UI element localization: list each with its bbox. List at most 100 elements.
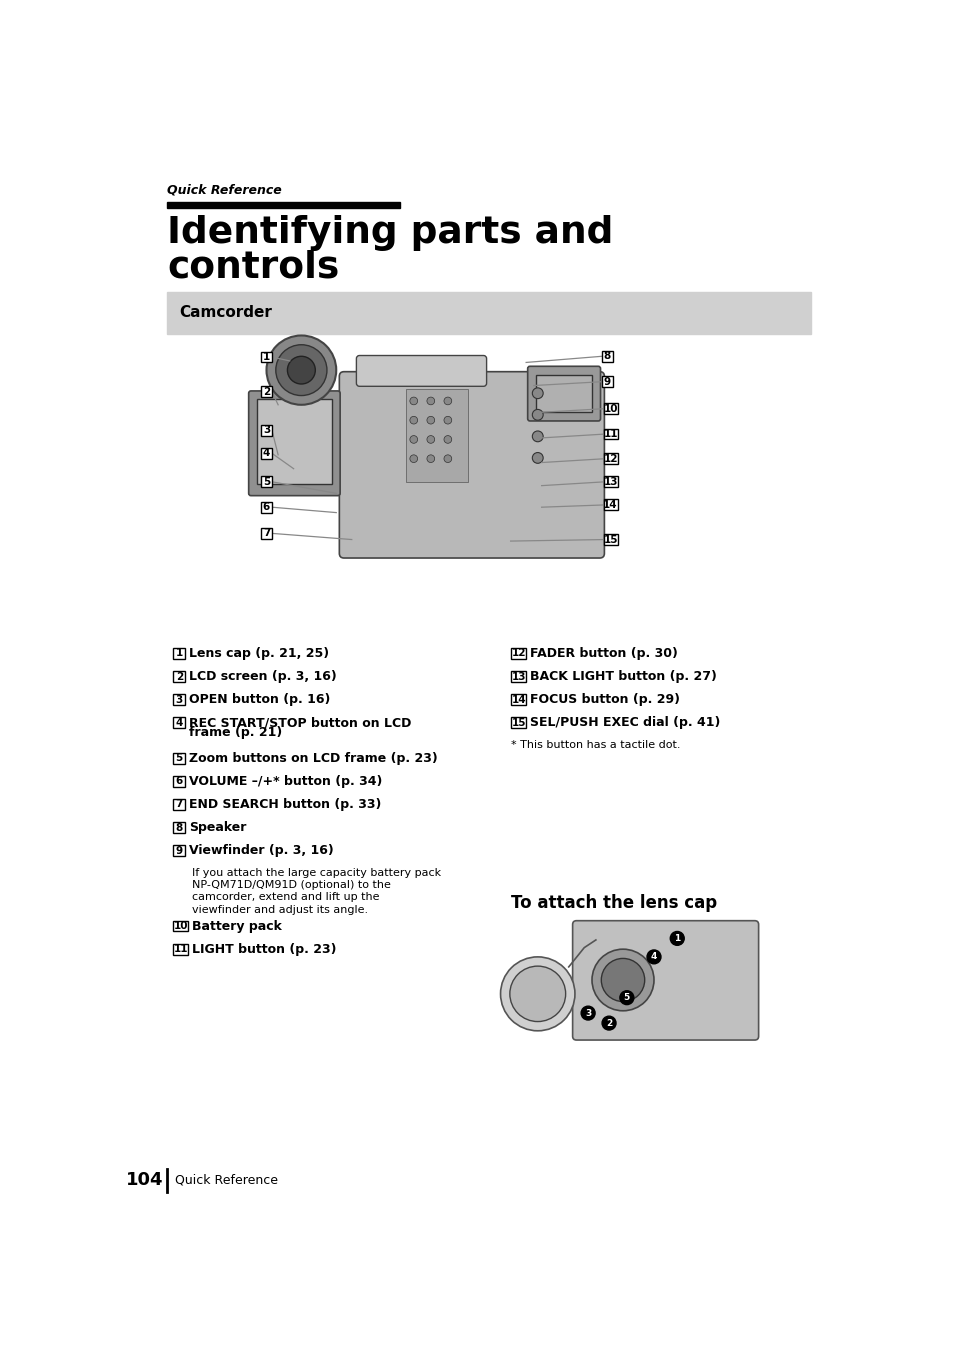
Text: To attach the lens cap: To attach the lens cap (511, 894, 717, 911)
Circle shape (443, 454, 452, 462)
Circle shape (427, 416, 435, 425)
Circle shape (443, 435, 452, 443)
Circle shape (410, 416, 417, 425)
Text: 14: 14 (511, 695, 525, 704)
Text: Viewfinder (p. 3, 16): Viewfinder (p. 3, 16) (189, 844, 334, 857)
Text: 12: 12 (511, 649, 525, 658)
Text: FOCUS button (p. 29): FOCUS button (p. 29) (530, 694, 679, 706)
Text: REC START/STOP button on LCD: REC START/STOP button on LCD (189, 717, 411, 729)
Text: 5: 5 (623, 994, 629, 1002)
FancyBboxPatch shape (173, 845, 185, 856)
Text: 10: 10 (602, 404, 618, 414)
Text: 13: 13 (511, 672, 525, 681)
Bar (536, 375, 592, 412)
FancyBboxPatch shape (511, 648, 525, 658)
FancyBboxPatch shape (173, 718, 185, 729)
Text: 3: 3 (175, 695, 183, 704)
Text: 10: 10 (173, 921, 188, 932)
FancyBboxPatch shape (261, 476, 272, 487)
Circle shape (670, 932, 683, 945)
FancyBboxPatch shape (603, 499, 617, 510)
Text: OPEN button (p. 16): OPEN button (p. 16) (189, 694, 330, 706)
Text: 4: 4 (262, 449, 270, 458)
Circle shape (509, 967, 565, 1022)
Text: 5: 5 (175, 753, 183, 764)
Text: Quick Reference: Quick Reference (174, 1174, 277, 1187)
Circle shape (532, 410, 542, 420)
FancyBboxPatch shape (261, 502, 272, 512)
FancyBboxPatch shape (601, 352, 612, 362)
Circle shape (443, 416, 452, 425)
FancyBboxPatch shape (511, 671, 525, 681)
Bar (167, 203, 399, 208)
FancyBboxPatch shape (601, 376, 612, 387)
Text: 8: 8 (175, 822, 183, 833)
Text: 2: 2 (605, 1018, 612, 1028)
Text: 8: 8 (603, 352, 611, 361)
FancyBboxPatch shape (173, 944, 188, 955)
FancyBboxPatch shape (511, 695, 525, 706)
Text: 3: 3 (263, 425, 270, 435)
Text: SEL/PUSH EXEC dial (p. 41): SEL/PUSH EXEC dial (p. 41) (530, 717, 720, 729)
FancyBboxPatch shape (603, 534, 617, 545)
FancyBboxPatch shape (173, 799, 185, 810)
Text: 2: 2 (175, 672, 183, 681)
FancyBboxPatch shape (261, 352, 272, 362)
Text: 13: 13 (602, 477, 618, 487)
FancyBboxPatch shape (603, 476, 617, 487)
Text: 104: 104 (126, 1171, 163, 1190)
Text: 5: 5 (263, 477, 270, 487)
Text: camcorder, extend and lift up the: camcorder, extend and lift up the (192, 892, 379, 902)
Text: Lens cap (p. 21, 25): Lens cap (p. 21, 25) (189, 648, 329, 660)
Text: viewfinder and adjust its angle.: viewfinder and adjust its angle. (192, 904, 368, 914)
Text: 1: 1 (263, 352, 270, 362)
Text: Identifying parts and: Identifying parts and (167, 215, 613, 250)
Circle shape (601, 1017, 616, 1030)
Text: Speaker: Speaker (189, 821, 246, 834)
Text: FADER button (p. 30): FADER button (p. 30) (530, 648, 678, 660)
FancyBboxPatch shape (603, 429, 617, 439)
Text: LIGHT button (p. 23): LIGHT button (p. 23) (192, 942, 336, 956)
Bar (167, 292, 810, 334)
Text: 11: 11 (602, 429, 618, 439)
Text: Quick Reference: Quick Reference (167, 184, 282, 197)
FancyBboxPatch shape (527, 366, 599, 420)
Text: Zoom buttons on LCD frame (p. 23): Zoom buttons on LCD frame (p. 23) (189, 752, 437, 765)
Text: END SEARCH button (p. 33): END SEARCH button (p. 33) (189, 798, 381, 811)
FancyBboxPatch shape (572, 921, 758, 1040)
FancyBboxPatch shape (261, 387, 272, 397)
FancyBboxPatch shape (603, 403, 617, 414)
Text: 9: 9 (603, 377, 611, 387)
Text: frame (p. 21): frame (p. 21) (189, 726, 282, 738)
Circle shape (275, 345, 327, 396)
FancyBboxPatch shape (261, 425, 272, 435)
Circle shape (580, 1006, 595, 1019)
Bar (257, 399, 332, 484)
Circle shape (443, 397, 452, 404)
FancyBboxPatch shape (173, 822, 185, 833)
Circle shape (427, 435, 435, 443)
Text: 4: 4 (175, 718, 183, 727)
FancyBboxPatch shape (173, 921, 188, 932)
Text: 15: 15 (511, 718, 525, 727)
Text: 6: 6 (175, 776, 183, 787)
Circle shape (500, 957, 575, 1030)
Text: 14: 14 (602, 500, 618, 510)
FancyBboxPatch shape (339, 372, 604, 558)
Circle shape (592, 949, 654, 1011)
Circle shape (532, 388, 542, 399)
Text: 7: 7 (175, 799, 183, 810)
FancyBboxPatch shape (173, 648, 185, 658)
Text: 9: 9 (175, 845, 183, 856)
Circle shape (427, 397, 435, 404)
Text: 3: 3 (584, 1009, 591, 1018)
Text: controls: controls (167, 249, 339, 285)
FancyBboxPatch shape (173, 671, 185, 681)
Circle shape (532, 453, 542, 464)
Text: 2: 2 (263, 387, 270, 396)
Text: 7: 7 (262, 529, 270, 538)
Text: 6: 6 (263, 502, 270, 512)
Text: 1: 1 (674, 934, 679, 942)
Text: BACK LIGHT button (p. 27): BACK LIGHT button (p. 27) (530, 671, 716, 683)
FancyBboxPatch shape (173, 776, 185, 787)
